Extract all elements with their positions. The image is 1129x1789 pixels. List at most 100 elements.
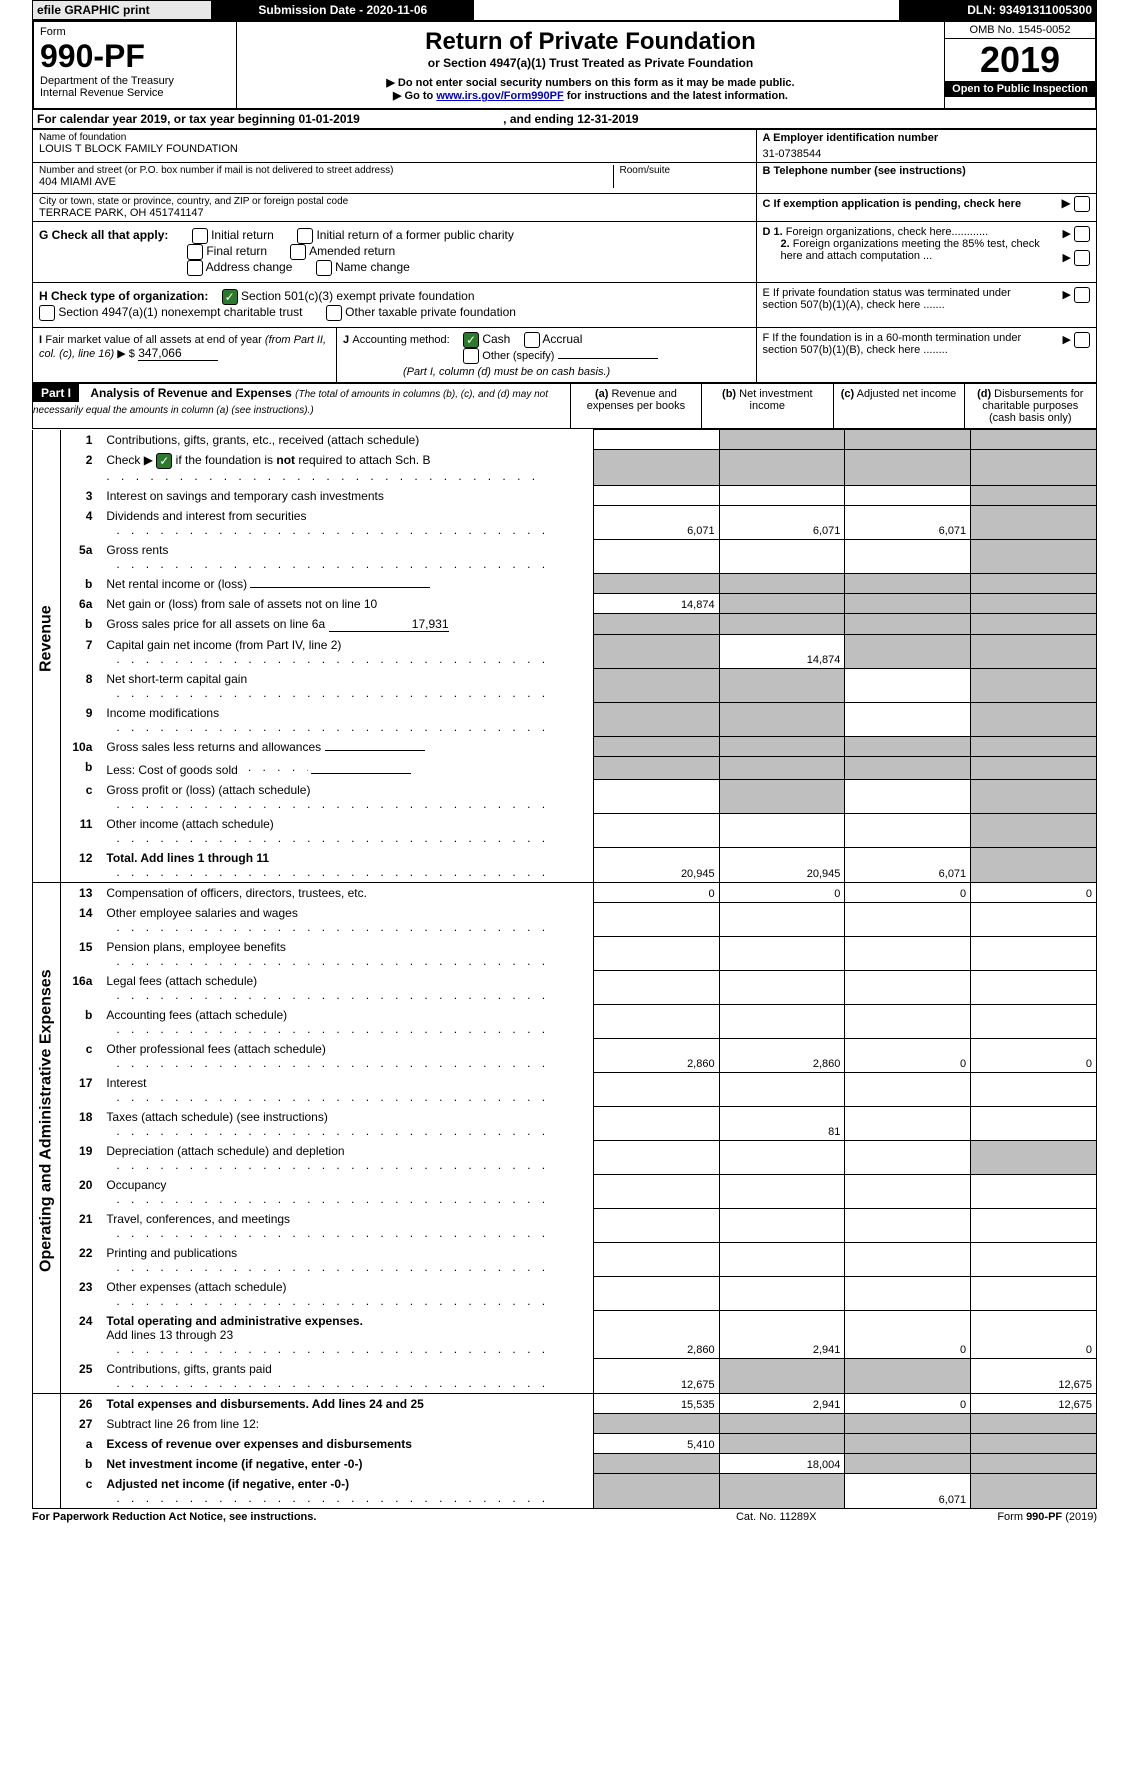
row-16b: b Accounting fees (attach schedule) — [33, 1005, 1097, 1039]
g-name-checkbox[interactable] — [316, 260, 332, 276]
city: TERRACE PARK, OH 451741147 — [39, 207, 750, 219]
col-a-header: (a) Revenue and expenses per books — [570, 384, 701, 429]
h-4947-checkbox[interactable] — [39, 305, 55, 321]
row-1: Revenue 1 Contributions, gifts, grants, … — [33, 430, 1097, 450]
row-22: 22 Printing and publications — [33, 1243, 1097, 1277]
h-other-checkbox[interactable] — [326, 305, 342, 321]
row-27a: a Excess of revenue over expenses and di… — [33, 1434, 1097, 1454]
f-label: F If the foundation is in a 60-month ter… — [763, 332, 1041, 356]
row-13: Operating and Administrative Expenses 13… — [33, 882, 1097, 903]
tax-year: 2019 — [945, 39, 1095, 81]
footer-right: Form 990-PF (2019) — [869, 1511, 1097, 1523]
exempt-label: C If exemption application is pending, c… — [763, 198, 1022, 210]
row-7: 7 Capital gain net income (from Part IV,… — [33, 635, 1097, 669]
form-header: Form 990-PF Department of the Treasury I… — [32, 20, 1097, 110]
form-title: Return of Private Foundation — [247, 28, 934, 56]
efile-label: efile GRAPHIC print — [33, 1, 212, 20]
entity-block: Name of foundation LOUIS T BLOCK FAMILY … — [32, 129, 1097, 383]
dln: DLN: 93491311005300 — [899, 1, 1096, 20]
row-5b: b Net rental income or (loss) — [33, 574, 1097, 594]
g-initial-former-checkbox[interactable] — [297, 228, 313, 244]
g-address-checkbox[interactable] — [187, 260, 203, 276]
row-4: 4 Dividends and interest from securities… — [33, 506, 1097, 540]
part1-body: Revenue 1 Contributions, gifts, grants, … — [32, 429, 1097, 1509]
row-10a: 10a Gross sales less returns and allowan… — [33, 737, 1097, 757]
f-checkbox[interactable] — [1074, 332, 1090, 348]
form-subtitle: or Section 4947(a)(1) Trust Treated as P… — [247, 56, 934, 70]
row-16c: c Other professional fees (attach schedu… — [33, 1039, 1097, 1073]
j-other-checkbox[interactable] — [463, 348, 479, 364]
row-10b: b Less: Cost of goods sold — [33, 757, 1097, 780]
d1-checkbox[interactable] — [1074, 226, 1090, 242]
row-12: 12 Total. Add lines 1 through 11 20,945 … — [33, 848, 1097, 883]
row-16a: 16a Legal fees (attach schedule) — [33, 971, 1097, 1005]
row-27c: c Adjusted net income (if negative, ente… — [33, 1474, 1097, 1509]
d2-checkbox[interactable] — [1074, 250, 1090, 266]
room-label: Room/suite — [620, 165, 750, 176]
phone-label: B Telephone number (see instructions) — [763, 165, 1090, 177]
ein-label: A Employer identification number — [763, 132, 1090, 144]
addr-label: Number and street (or P.O. box number if… — [39, 165, 613, 176]
omb: OMB No. 1545-0052 — [945, 22, 1095, 39]
row-26: 26 Total expenses and disbursements. Add… — [33, 1393, 1097, 1414]
row-25: 25 Contributions, gifts, grants paid 12,… — [33, 1359, 1097, 1394]
row-20: 20 Occupancy — [33, 1175, 1097, 1209]
tax-period: For calendar year 2019, or tax year begi… — [32, 110, 1097, 129]
instr-link[interactable]: www.irs.gov/Form990PF — [436, 90, 563, 102]
g-amended-checkbox[interactable] — [290, 244, 306, 260]
irs: Internal Revenue Service — [40, 87, 230, 99]
g-label: G Check all that apply: — [39, 228, 168, 242]
open-public: Open to Public Inspection — [945, 81, 1095, 97]
col-c-header: (c) Adjusted net income — [833, 384, 964, 429]
row-27b: b Net investment income (if negative, en… — [33, 1454, 1097, 1474]
row2-checkbox[interactable] — [156, 453, 172, 469]
exempt-checkbox[interactable] — [1074, 196, 1090, 212]
e-label: E If private foundation status was termi… — [763, 287, 1041, 311]
row-23: 23 Other expenses (attach schedule) — [33, 1277, 1097, 1311]
row-15: 15 Pension plans, employee benefits — [33, 937, 1097, 971]
submission-date: Submission Date - 2020-11-06 — [212, 1, 474, 20]
part1-title: Analysis of Revenue and Expenses — [82, 386, 291, 400]
revenue-label: Revenue — [33, 430, 60, 848]
col-b-header: (b) Net investment income — [702, 384, 833, 429]
part1-header: Part I Analysis of Revenue and Expenses … — [32, 383, 1097, 429]
row-8: 8 Net short-term capital gain — [33, 669, 1097, 703]
g-initial-checkbox[interactable] — [192, 228, 208, 244]
top-bar: efile GRAPHIC print Submission Date - 20… — [32, 0, 1097, 20]
row-18: 18 Taxes (attach schedule) (see instruct… — [33, 1107, 1097, 1141]
page-footer: For Paperwork Reduction Act Notice, see … — [32, 1511, 1097, 1523]
expenses-label: Operating and Administrative Expenses — [33, 883, 60, 1359]
footer-mid: Cat. No. 11289X — [684, 1511, 869, 1523]
j-cash-checkbox[interactable] — [463, 332, 479, 348]
row-19: 19 Depreciation (attach schedule) and de… — [33, 1141, 1097, 1175]
row-27: 27 Subtract line 26 from line 12: — [33, 1414, 1097, 1434]
e-checkbox[interactable] — [1074, 287, 1090, 303]
j-accrual-checkbox[interactable] — [524, 332, 540, 348]
row-2: 2 Check ▶ if the foundation is not requi… — [33, 450, 1097, 486]
form-label: Form — [40, 26, 230, 38]
row-6b: b Gross sales price for all assets on li… — [33, 614, 1097, 635]
row-6a: 6a Net gain or (loss) from sale of asset… — [33, 594, 1097, 614]
addr: 404 MIAMI AVE — [39, 176, 613, 188]
row-5a: 5a Gross rents — [33, 540, 1097, 574]
g-final-checkbox[interactable] — [187, 244, 203, 260]
instr-2: ▶ Go to www.irs.gov/Form990PF for instru… — [247, 89, 934, 102]
h-501c3-checkbox[interactable] — [222, 289, 238, 305]
col-d-header: (d) Disbursements for charitable purpose… — [964, 384, 1097, 429]
row-17: 17 Interest — [33, 1073, 1097, 1107]
d2: 2. Foreign organizations meeting the 85%… — [763, 238, 1090, 262]
row-10c: c Gross profit or (loss) (attach schedul… — [33, 780, 1097, 814]
row-21: 21 Travel, conferences, and meetings — [33, 1209, 1097, 1243]
instr-1: ▶ Do not enter social security numbers o… — [247, 76, 934, 89]
name-label: Name of foundation — [39, 132, 750, 143]
i-value: 347,066 — [138, 346, 218, 361]
city-label: City or town, state or province, country… — [39, 196, 750, 207]
part1-label: Part I — [33, 384, 79, 402]
form-number: 990-PF — [40, 38, 230, 75]
row-14: 14 Other employee salaries and wages — [33, 903, 1097, 937]
row-24: 24 Total operating and administrative ex… — [33, 1311, 1097, 1359]
h-label: H Check type of organization: — [39, 289, 208, 303]
row-11: 11 Other income (attach schedule) — [33, 814, 1097, 848]
i-label: I — [39, 334, 42, 346]
ein: 31-0738544 — [763, 148, 1090, 160]
